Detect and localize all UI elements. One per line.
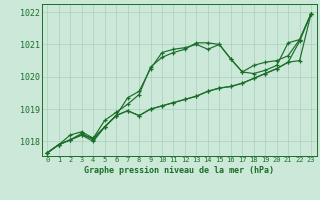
X-axis label: Graphe pression niveau de la mer (hPa): Graphe pression niveau de la mer (hPa) bbox=[84, 166, 274, 175]
